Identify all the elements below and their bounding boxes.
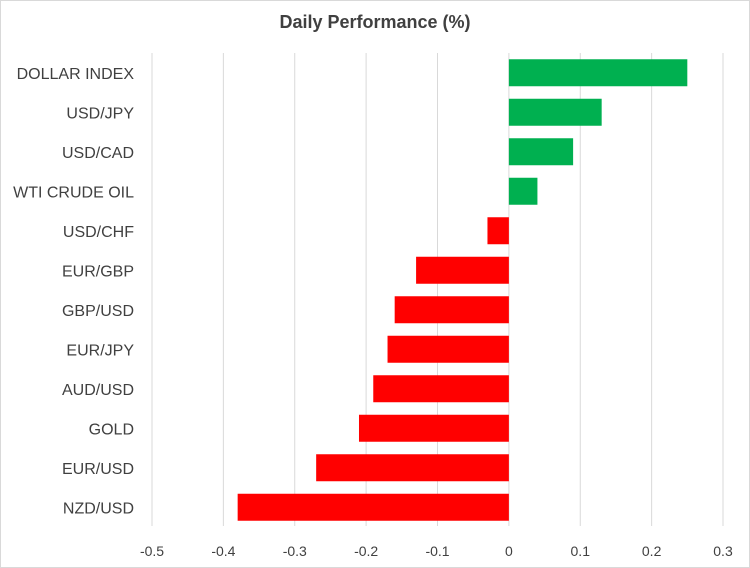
category-label: EUR/GBP <box>62 263 134 280</box>
category-label: GBP/USD <box>62 303 134 320</box>
bars <box>237 59 688 521</box>
bar <box>237 493 509 521</box>
x-tick-label: 0.3 <box>713 543 733 559</box>
bar <box>487 217 509 245</box>
x-tick-label: 0 <box>505 543 513 559</box>
category-label: GOLD <box>89 421 134 438</box>
bar <box>387 335 509 363</box>
category-label: NZD/USD <box>63 500 134 517</box>
x-tick-label: 0.1 <box>571 543 591 559</box>
bar <box>416 256 509 284</box>
gridlines <box>151 53 724 526</box>
category-label: USD/CHF <box>63 224 134 241</box>
bar <box>373 375 509 403</box>
x-tick-label: 0.2 <box>642 543 662 559</box>
bar <box>508 138 574 166</box>
category-label: AUD/USD <box>62 382 134 399</box>
bar <box>508 98 602 126</box>
category-label: EUR/USD <box>62 461 134 478</box>
tick-labels: -0.5 -0.4 -0.3 -0.2 -0.1 0 0.1 0.2 0.3 <box>140 543 733 559</box>
bar <box>358 414 509 442</box>
chart-title: Daily Performance (%) <box>279 12 471 32</box>
x-tick-label: -0.4 <box>211 543 235 559</box>
category-label: DOLLAR INDEX <box>17 66 135 83</box>
x-tick-label: -0.1 <box>425 543 449 559</box>
bar <box>316 454 509 482</box>
bar <box>394 296 509 324</box>
x-tick-label: -0.2 <box>354 543 378 559</box>
category-labels: DOLLAR INDEX USD/JPY USD/CAD WTI CRUDE OIL U… <box>13 66 134 518</box>
x-tick-label: -0.3 <box>283 543 307 559</box>
category-label: USD/CAD <box>62 145 134 162</box>
bar <box>508 177 538 205</box>
category-label: WTI CRUDE OIL <box>13 184 134 201</box>
bar <box>508 59 688 87</box>
x-tick-label: -0.5 <box>140 543 164 559</box>
category-label: USD/JPY <box>66 105 134 122</box>
category-label: EUR/JPY <box>66 342 134 359</box>
